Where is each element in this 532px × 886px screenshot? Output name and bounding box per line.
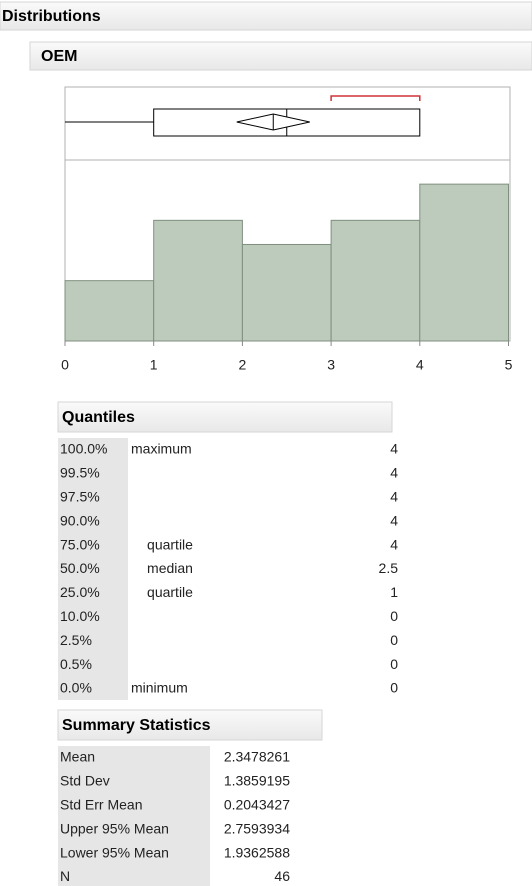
stat-value: 2.3478261 (224, 749, 290, 765)
quantiles-label-column (58, 438, 128, 700)
quantile-percent: 75.0% (60, 536, 100, 552)
stat-value: 2.7593934 (224, 820, 290, 836)
histogram-bar (330, 219, 421, 342)
x-tick-label: 1 (150, 357, 158, 373)
quantile-percent: 99.5% (60, 465, 100, 481)
x-tick-label: 0 (61, 357, 69, 373)
stat-name: Mean (60, 749, 95, 765)
stat-value: 1.9362588 (224, 844, 290, 860)
quantile-value: 0 (390, 608, 398, 624)
x-tick-label: 5 (505, 357, 513, 373)
summary-title: Summary Statistics (62, 717, 211, 734)
summary-header (57, 709, 323, 741)
header-bar (0, 1, 532, 31)
quantile-value: 0 (390, 656, 398, 672)
quantile-label: minimum (131, 680, 188, 696)
quantile-percent: 50.0% (60, 560, 100, 576)
quantile-percent: 97.5% (60, 489, 100, 505)
quantile-percent: 100.0% (60, 441, 107, 457)
quantile-value: 0 (390, 632, 398, 648)
summary-label-column (58, 746, 210, 886)
quantile-label: maximum (131, 441, 192, 457)
quantile-percent: 0.5% (60, 656, 92, 672)
quantile-label: median (147, 560, 193, 576)
histogram-bar (64, 280, 155, 342)
quantile-percent: 25.0% (60, 584, 100, 600)
quantile-label: quartile (147, 536, 193, 552)
histogram-bar (419, 183, 509, 342)
stat-name: Std Dev (60, 773, 110, 789)
quantiles-title: Quantiles (62, 409, 135, 426)
x-tick-label: 4 (416, 357, 424, 373)
section-bar (29, 41, 532, 71)
quantile-percent: 2.5% (60, 632, 92, 648)
chart-title: OEM (41, 48, 77, 65)
histogram-bar (241, 243, 332, 342)
quantile-percent: 90.0% (60, 512, 100, 528)
stat-name: Std Err Mean (60, 797, 142, 813)
stat-name: Upper 95% Mean (60, 820, 169, 836)
quantiles-header (57, 401, 393, 433)
quantile-value: 4 (390, 489, 398, 505)
quantile-value: 4 (390, 512, 398, 528)
stat-name: N (60, 868, 70, 884)
histogram-bar (153, 219, 243, 342)
header-title: Distributions (2, 8, 101, 25)
quantile-value: 0 (390, 680, 398, 696)
stat-name: Lower 95% Mean (60, 844, 169, 860)
quantile-percent: 0.0% (60, 680, 92, 696)
quantile-value: 4 (390, 536, 398, 552)
stat-value: 0.2043427 (224, 797, 290, 813)
quantile-label: quartile (147, 584, 193, 600)
quantile-value: 1 (390, 584, 398, 600)
quantile-percent: 10.0% (60, 608, 100, 624)
x-tick-label: 3 (327, 357, 335, 373)
stat-value: 1.3859195 (224, 773, 290, 789)
shortest-half (330, 95, 421, 101)
x-tick-label: 2 (239, 357, 247, 373)
stat-value: 46 (274, 868, 290, 884)
quantile-value: 4 (390, 441, 398, 457)
quantile-value: 4 (390, 465, 398, 481)
quantile-value: 2.5 (379, 560, 399, 576)
